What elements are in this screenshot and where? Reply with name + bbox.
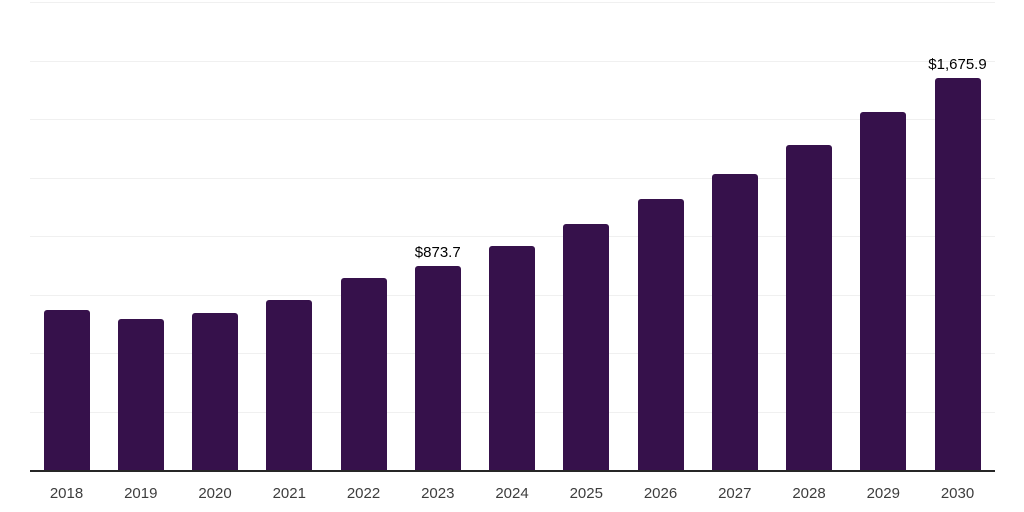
bar-2025	[563, 223, 610, 470]
bar-2027	[711, 173, 758, 470]
bar-2029	[860, 111, 907, 470]
gridline	[30, 236, 995, 237]
x-tick-label-2023: 2023	[421, 485, 455, 502]
gridline	[30, 2, 995, 3]
bar-2022	[340, 277, 387, 470]
bar-value-label-2023: $873.7	[414, 243, 461, 261]
bar-2030	[934, 77, 981, 470]
bar-2020	[192, 312, 238, 470]
bar-2018	[43, 309, 90, 470]
x-tick-label-2030: 2030	[940, 485, 975, 502]
x-tick-label-2027: 2027	[718, 485, 752, 502]
bar-2024	[489, 246, 535, 470]
x-tick-label-2019: 2019	[124, 485, 158, 502]
bar-value-label-2030: $1,675.9	[928, 55, 987, 73]
gridline	[30, 177, 995, 179]
x-tick-label-2025: 2025	[569, 485, 603, 502]
x-tick-label-2029: 2029	[866, 485, 900, 502]
x-axis-line	[30, 470, 995, 472]
x-tick-label-2020: 2020	[198, 485, 232, 502]
gridline	[30, 119, 995, 120]
x-tick-label-2018: 2018	[49, 485, 84, 502]
x-tick-label-2024: 2024	[495, 485, 529, 502]
bar-2023	[414, 265, 461, 470]
x-tick-label-2021: 2021	[272, 485, 306, 502]
x-tick-label-2026: 2026	[643, 485, 678, 502]
gridline	[30, 60, 995, 62]
x-tick-label-2022: 2022	[346, 485, 381, 502]
bar-2028	[786, 145, 832, 470]
bar-2021	[266, 300, 313, 470]
bar-2026	[637, 199, 684, 470]
bar-2019	[117, 318, 164, 470]
x-tick-label-2028: 2028	[792, 485, 826, 502]
